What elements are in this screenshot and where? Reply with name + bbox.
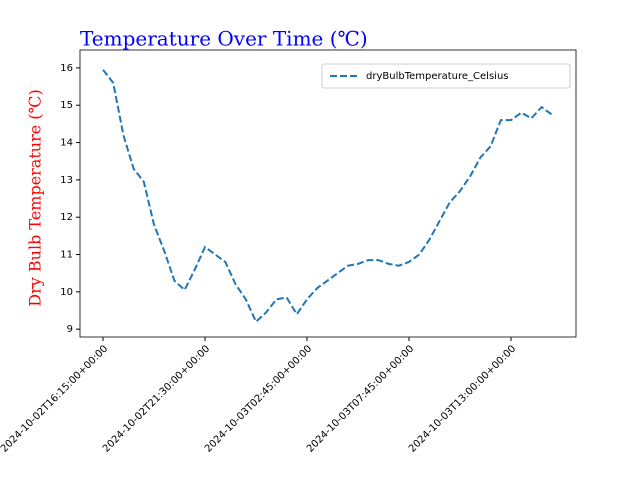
y-tick-label: 12: [60, 212, 73, 223]
plot-frame: [79, 49, 577, 338]
legend-box: [321, 63, 571, 89]
x-tick-label: 2024-10-03T02:45:00+00:00: [203, 343, 314, 454]
y-axis-label: Dry Bulb Temperature (℃): [26, 89, 45, 306]
legend: dryBulbTemperature_Celsius: [321, 63, 571, 89]
y-tick-label: 15: [60, 100, 73, 111]
x-tick-label: 2024-10-03T07:45:00+00:00: [305, 343, 416, 454]
x-tick-label: 2024-10-02T16:15:00+00:00: [0, 343, 110, 454]
x-tick-label: 2024-10-03T13:00:00+00:00: [407, 343, 518, 454]
series-line: [102, 69, 553, 324]
x-tick-label: 2024-10-02T21:30:00+00:00: [101, 343, 212, 454]
y-tick-label: 16: [60, 63, 73, 74]
y-tick-label: 11: [60, 250, 73, 261]
y-tick-label: 9: [67, 324, 73, 335]
y-tick-label: 14: [60, 138, 73, 149]
y-tick-label: 13: [60, 175, 73, 186]
y-tick-label: 10: [60, 287, 73, 298]
legend-label: dryBulbTemperature_Celsius: [366, 71, 509, 82]
chart-title: Temperature Over Time (℃): [80, 27, 368, 51]
